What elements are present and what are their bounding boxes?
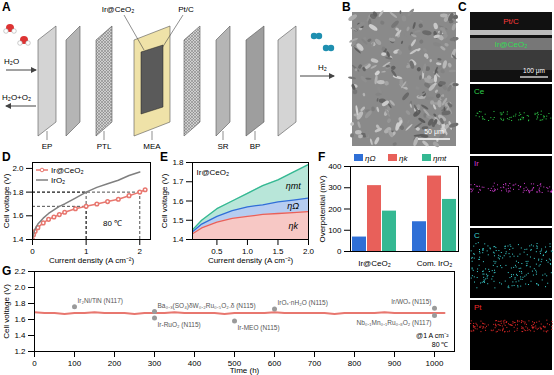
html-text:C: C [458,0,467,14]
svg-text:Current density (A cm⁻²): Current density (A cm⁻²) [208,256,294,265]
svg-text:1.6: 1.6 [14,315,26,324]
svg-text:MEA: MEA [143,142,161,151]
svg-text:1.4: 1.4 [12,235,24,244]
svg-text:SR: SR [217,142,228,151]
svg-text:700: 700 [308,359,322,368]
svg-text:1.6: 1.6 [172,197,184,206]
svg-text:Ir-RuO₂ (N115): Ir-RuO₂ (N115) [158,321,201,329]
svg-text:0: 0 [32,359,37,368]
svg-text:1000: 1000 [426,359,444,368]
svg-text:IrOₓ·nH₂O (N115): IrOₓ·nH₂O (N115) [278,299,328,307]
html-text:G: G [2,264,12,278]
svg-text:2.0: 2.0 [12,164,24,173]
html-text:F: F [318,150,326,164]
svg-text:100: 100 [328,226,342,235]
svg-text:H₂O+O₂: H₂O+O₂ [2,93,31,102]
svg-text:IrO₂: IrO₂ [51,176,65,185]
svg-text:Ir@CeO₂: Ir@CeO₂ [51,166,84,175]
svg-text:600: 600 [268,359,282,368]
svg-text:Ir@CeO₂: Ir@CeO₂ [495,40,528,49]
svg-text:Cell voltage (V): Cell voltage (V) [2,284,11,339]
svg-text:80 ℃: 80 ℃ [103,219,122,228]
svg-text:Ir: Ir [474,159,479,168]
svg-text:1.5: 1.5 [172,216,184,225]
svg-text:1.8: 1.8 [172,158,184,167]
svg-text:0.5: 0.5 [211,247,223,257]
svg-text:Ir/WOₓ (N115): Ir/WOₓ (N115) [391,298,431,306]
svg-text:300: 300 [328,183,342,192]
svg-text:PTL: PTL [97,142,112,151]
svg-text:1: 1 [83,247,89,257]
svg-text:Ir@CeO₂: Ir@CeO₂ [102,5,135,14]
svg-text:1.4: 1.4 [172,235,184,244]
svg-text:1.4: 1.4 [14,331,26,340]
svg-text:ηmt: ηmt [286,181,301,191]
html-text:D: D [2,150,11,164]
svg-text:ηΩ: ηΩ [287,201,299,211]
svg-text:2.2: 2.2 [14,267,26,276]
svg-text:0: 0 [337,247,342,256]
svg-text:800: 800 [348,359,362,368]
svg-text:Cell voltage (V): Cell voltage (V) [2,173,11,228]
svg-text:400: 400 [328,162,342,171]
svg-text:100: 100 [68,359,82,368]
svg-text:Ir₂Ni/TiN (N117): Ir₂Ni/TiN (N117) [78,297,124,305]
svg-text:@1 A cm⁻²: @1 A cm⁻² [416,332,449,339]
svg-text:H₂: H₂ [318,63,327,72]
svg-text:Overpotential (mV): Overpotential (mV) [318,175,327,242]
svg-text:BP: BP [250,142,261,151]
svg-text:H₂O: H₂O [4,57,19,66]
svg-text:Ba₀.₃(SO₄)δW₀.₂Ru₀.₅O₂₋δ (N115: Ba₀.₃(SO₄)δW₀.₂Ru₀.₅O₂₋δ (N115) [158,302,256,310]
svg-text:0: 0 [30,247,35,256]
svg-text:C: C [474,231,480,240]
svg-text:Com. IrO₂: Com. IrO₂ [417,259,453,268]
svg-text:ηk: ηk [399,154,408,163]
svg-text:ηΩ: ηΩ [365,154,376,163]
svg-text:EP: EP [42,142,53,151]
html-text:A: A [2,0,11,14]
svg-text:1.6: 1.6 [12,211,24,220]
svg-text:2.0: 2.0 [14,283,26,292]
svg-text:400: 400 [188,359,202,368]
svg-text:1.2: 1.2 [14,347,26,356]
svg-text:ηk: ηk [288,221,298,231]
svg-text:Time (h): Time (h) [230,366,260,375]
svg-text:2: 2 [138,247,143,256]
svg-text:1.5: 1.5 [272,247,284,257]
svg-text:Ir@CeO₂: Ir@CeO₂ [358,259,391,268]
svg-text:Ir@CeO₂: Ir@CeO₂ [197,168,230,177]
html-text:B: B [342,0,351,14]
svg-text:1.8: 1.8 [12,188,24,197]
svg-text:Cell voltage (V): Cell voltage (V) [160,173,169,228]
svg-text:500: 500 [227,359,242,369]
svg-text:1.0: 1.0 [241,247,253,257]
svg-text:100 μm: 100 μm [523,67,545,75]
svg-text:300: 300 [148,359,162,368]
svg-text:Ir-MEO (N115): Ir-MEO (N115) [238,324,280,332]
svg-text:50 μm: 50 μm [424,128,444,136]
svg-text:1.8: 1.8 [14,299,26,308]
html-text:E: E [160,150,168,164]
svg-text:2.0: 2.0 [303,247,315,256]
svg-text:Current density (A cm⁻²): Current density (A cm⁻²) [49,256,135,265]
svg-text:Pt: Pt [474,303,482,312]
svg-text:Pt/C: Pt/C [503,17,519,26]
svg-text:1.7: 1.7 [172,177,184,186]
svg-text:200: 200 [328,205,342,214]
svg-text:Pt/C: Pt/C [178,5,194,14]
svg-text:ηmt: ηmt [433,154,447,163]
svg-text:900: 900 [388,359,402,368]
svg-text:Nb₀.₁Mn₀.₁Ru₀.₈O₂ (N117): Nb₀.₁Mn₀.₁Ru₀.₈O₂ (N117) [356,319,431,327]
svg-text:200: 200 [108,359,122,368]
svg-text:Ce: Ce [474,87,485,96]
svg-text:80 ℃: 80 ℃ [432,341,449,348]
